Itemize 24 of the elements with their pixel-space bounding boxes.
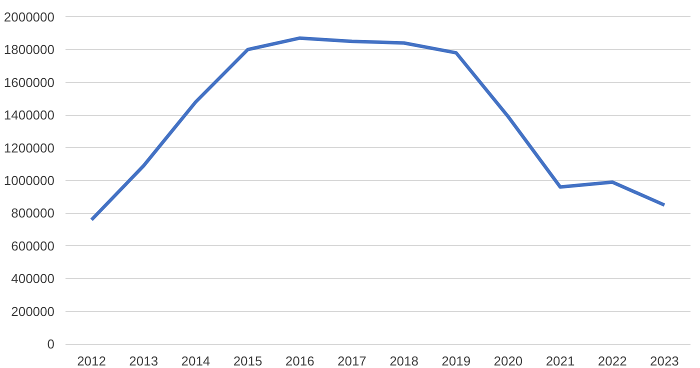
x-tick-label: 2018 [390, 354, 419, 368]
x-tick-label: 2016 [285, 354, 314, 368]
y-tick-label: 800000 [11, 206, 55, 221]
y-tick-label: 1000000 [4, 173, 55, 188]
x-tick-label: 2022 [598, 354, 627, 368]
x-tick-label: 2012 [77, 354, 106, 368]
y-tick-label: 200000 [11, 304, 55, 319]
x-tick-label: 2021 [546, 354, 575, 368]
x-tick-label: 2019 [442, 354, 471, 368]
y-tick-label: 1800000 [4, 42, 55, 58]
y-tick-label: 600000 [11, 238, 55, 254]
y-tick-label: 0 [47, 336, 55, 352]
x-tick-label: 2014 [181, 354, 210, 368]
x-tick-label: 2023 [650, 354, 679, 368]
y-tick-label: 2000000 [4, 9, 55, 24]
y-tick-label: 1400000 [4, 108, 55, 123]
x-tick-label: 2020 [494, 354, 523, 368]
line-series [90, 36, 666, 222]
y-tick-label: 1200000 [4, 140, 55, 156]
y-tick-label: 1600000 [4, 74, 55, 90]
x-tick-label: 2017 [338, 354, 366, 368]
x-tick-label: 2013 [129, 354, 158, 368]
x-tick-label: 2015 [233, 354, 262, 368]
y-tick-label: 400000 [11, 271, 55, 286]
